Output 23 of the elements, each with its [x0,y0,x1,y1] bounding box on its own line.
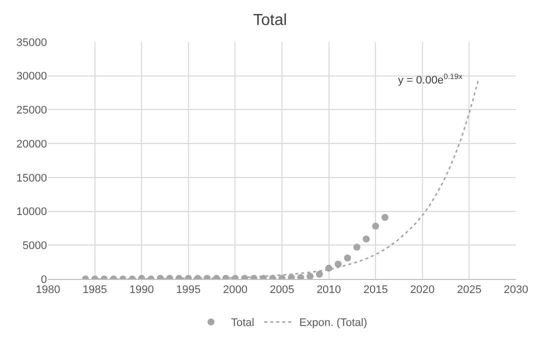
x-tick-label: 1995 [176,284,201,296]
annotation: y = 0.00e$^{0.19x}$ [398,72,463,87]
x-tick-label: 1985 [82,284,108,296]
y-tick-label: 30000 [16,70,47,83]
y-tick-label: 35000 [16,36,47,49]
x-tick-label: 2010 [316,284,342,296]
legend-label: Expon. (Total) [299,317,368,330]
x-tick-label: 1980 [36,284,60,296]
y-tick-label: 10000 [16,206,47,218]
y-tick-label: 15000 [16,172,47,184]
y-tick-label: 0 [40,274,47,286]
x-tick-label: 2020 [410,284,435,296]
x-tick-label: 2030 [504,284,528,296]
legend-label: Total [231,317,254,330]
y-tick-label: 20000 [16,138,47,150]
x-tick-label: 2005 [270,284,294,296]
chart-title: Total [253,12,287,30]
x-tick-label: 2025 [456,284,482,296]
y-tick-label: 5000 [22,240,47,252]
x-tick-label: 1990 [129,284,154,296]
x-tick-label: 2015 [363,284,388,296]
y-tick-label: 25000 [16,104,47,117]
x-tick-label: 2000 [222,284,248,296]
